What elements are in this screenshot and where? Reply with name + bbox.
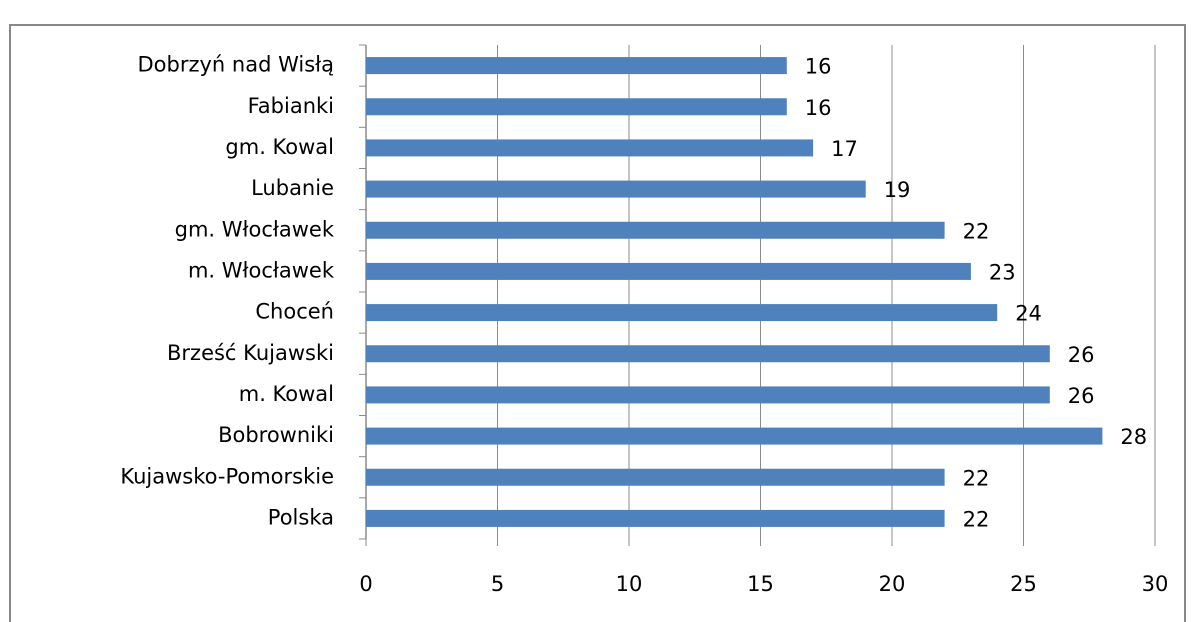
y-tick-label: Lubanie [251,176,334,200]
y-tick-label: m. Włocławek [188,258,335,282]
bar [366,57,787,75]
x-tick-label: 25 [1010,572,1037,596]
data-label: 19 [884,178,911,202]
y-tick-label: gm. Włocławek [175,217,335,241]
bar [366,386,1050,404]
y-tick-label: Brześć Kujawski [167,341,334,365]
y-tick-label: Fabianki [248,94,334,118]
x-tick-label: 30 [1142,572,1169,596]
data-label: 24 [1015,302,1042,326]
bar [366,345,1050,363]
data-label: 26 [1068,343,1095,367]
x-tick-label: 10 [616,572,643,596]
data-label: 22 [963,219,990,243]
bar [366,427,1103,445]
y-tick-label: Dobrzyń nad Wisłą [137,53,334,77]
x-tick-label: 20 [879,572,906,596]
y-tick-label: Bobrowniki [218,423,334,447]
data-label: 22 [963,507,990,531]
data-label: 16 [805,96,832,120]
y-tick-label: gm. Kowal [225,135,334,159]
bar [366,304,998,322]
data-label: 17 [831,137,858,161]
data-label: 26 [1068,384,1095,408]
bar [366,180,866,198]
data-label: 28 [1120,425,1147,449]
bar [366,98,787,116]
bar [366,262,971,280]
y-tick-label: Polska [268,505,334,529]
x-tick-label: 5 [491,572,504,596]
y-tick-label: Kujawsko-Pomorskie [120,464,334,488]
x-tick-label: 0 [359,572,372,596]
bar [366,139,814,157]
data-label: 16 [805,55,832,79]
bar [366,468,945,486]
data-label: 23 [989,260,1016,284]
bar [366,221,945,239]
bar [366,509,945,527]
y-tick-label: m. Kowal [239,382,334,406]
data-label: 22 [963,466,990,490]
y-tick-label: Choceń [255,300,334,324]
x-tick-label: 15 [747,572,774,596]
